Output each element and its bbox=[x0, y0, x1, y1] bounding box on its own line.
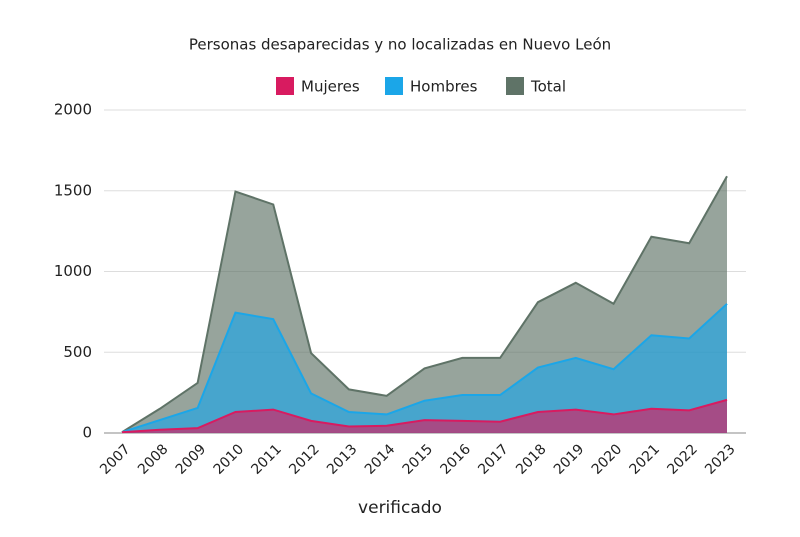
legend-label: Hombres bbox=[410, 78, 478, 96]
area-line bbox=[121, 398, 728, 434]
x-tick-label: 2011 bbox=[248, 441, 285, 478]
x-tick-label: 2022 bbox=[664, 441, 701, 478]
legend-label: Total bbox=[530, 78, 566, 96]
y-tick-label: 2000 bbox=[54, 101, 92, 119]
x-tick-label: 2016 bbox=[437, 441, 474, 478]
x-tick-label: 2015 bbox=[400, 441, 437, 478]
x-tick-label: 2008 bbox=[135, 441, 172, 478]
brand-logo: verificado bbox=[358, 498, 442, 518]
y-tick-label: 1500 bbox=[54, 181, 92, 199]
area-line bbox=[121, 175, 728, 434]
area bbox=[122, 399, 727, 433]
x-tick-label: 2014 bbox=[362, 441, 399, 478]
legend-swatch bbox=[506, 77, 524, 95]
legend-swatch bbox=[385, 77, 403, 95]
x-tick-label: 2017 bbox=[475, 441, 512, 478]
x-tick-label: 2018 bbox=[513, 441, 550, 478]
y-tick-label: 0 bbox=[82, 424, 92, 442]
x-tick-label: 2012 bbox=[286, 441, 323, 478]
area bbox=[122, 303, 727, 433]
x-tick-label: 2009 bbox=[173, 441, 210, 478]
chart-title: Personas desaparecidas y no localizadas … bbox=[189, 36, 611, 54]
x-tick-label: 2019 bbox=[551, 441, 588, 478]
x-tick-label: 2023 bbox=[702, 441, 739, 478]
x-tick-label: 2020 bbox=[589, 441, 626, 478]
legend-label: Mujeres bbox=[301, 78, 360, 96]
legend-swatch bbox=[276, 77, 294, 95]
area-line bbox=[121, 303, 728, 434]
y-tick-label: 1000 bbox=[54, 262, 92, 280]
y-tick-label: 500 bbox=[63, 343, 92, 361]
x-tick-label: 2013 bbox=[324, 441, 361, 478]
x-tick-label: 2007 bbox=[97, 441, 134, 478]
x-tick-label: 2010 bbox=[211, 441, 248, 478]
x-tick-label: 2021 bbox=[627, 441, 664, 478]
